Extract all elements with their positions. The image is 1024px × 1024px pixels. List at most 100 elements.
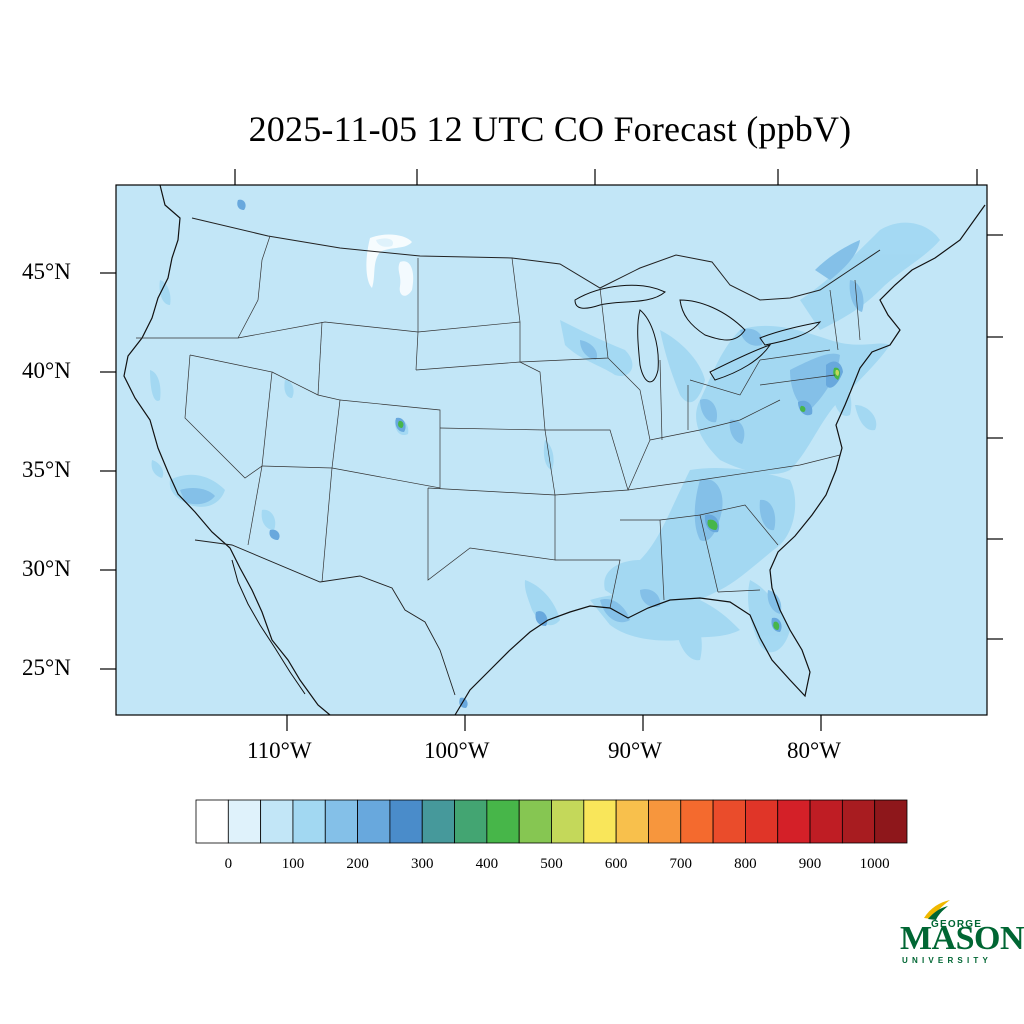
co-region <box>580 340 598 360</box>
logo-george: GEORGE <box>931 919 983 930</box>
colorbar-swatch <box>712 799 746 844</box>
great-lake <box>759 321 822 346</box>
state-border <box>759 349 831 361</box>
map-frame <box>115 184 988 716</box>
lat-label-45n: 45°N <box>22 259 71 284</box>
colorbar-swatch <box>454 799 488 844</box>
colorbar-swatch <box>745 799 779 844</box>
colorbar-swatch <box>518 799 552 844</box>
map-title: 2025-11-05 12 UTC CO Forecast (ppbV) <box>248 109 852 149</box>
co-region <box>640 589 661 608</box>
colorbar-swatch <box>421 799 455 844</box>
lat-label-40n: 40°N <box>22 358 71 383</box>
state-border <box>237 235 271 339</box>
logo-swoosh-icon <box>924 900 950 920</box>
colorbar <box>195 799 908 844</box>
colorbar-swatch <box>874 799 908 844</box>
colorbar-tick-label: 700 <box>669 856 693 872</box>
co-region <box>524 580 560 626</box>
state-border <box>331 399 441 489</box>
state-border <box>321 467 333 583</box>
co-field <box>123 185 986 715</box>
colorbar-swatch <box>583 799 617 844</box>
colorbar-tick-label: 500 <box>540 856 563 872</box>
co-region <box>773 621 780 630</box>
lat-label-35n: 35°N <box>22 457 71 482</box>
left-ticks <box>100 272 116 670</box>
co-region <box>696 325 890 475</box>
co-region <box>560 320 633 376</box>
state-border <box>184 354 273 479</box>
colorbar-swatch <box>841 799 876 844</box>
co-region <box>800 405 806 412</box>
co-region <box>151 460 164 478</box>
colorbar-tick-label: 800 <box>734 856 757 872</box>
co-region <box>815 240 860 280</box>
colorbar-swatch <box>615 799 649 844</box>
co-region <box>835 369 840 376</box>
lat-label-30n: 30°N <box>22 556 71 581</box>
coastline <box>231 559 306 695</box>
state-border <box>545 429 629 496</box>
co-region <box>604 468 796 615</box>
colorbar-swatch <box>809 799 843 844</box>
colorbar-tick-label: 900 <box>798 856 822 872</box>
state-border <box>854 279 861 341</box>
logo-mason: MASON <box>900 920 1024 957</box>
state-border <box>511 257 521 362</box>
colorbar-swatch <box>260 799 294 844</box>
colorbar-tick-label: 300 <box>410 856 434 872</box>
lon-label-100w: 100°W <box>424 738 490 763</box>
co-region <box>237 199 246 210</box>
colorbar-tick-label: 400 <box>475 856 499 872</box>
state-border <box>415 258 419 371</box>
coastline <box>123 185 331 715</box>
bottom-ticks <box>286 715 822 731</box>
co-region <box>759 499 776 531</box>
great-lake <box>709 344 772 381</box>
state-border <box>427 487 556 581</box>
state-border <box>247 465 263 546</box>
state-border <box>317 321 323 396</box>
state-border <box>136 321 521 339</box>
state-border <box>699 504 779 546</box>
coastline <box>454 204 986 715</box>
colorbar-tick-label: 0 <box>224 856 233 872</box>
co-region <box>767 590 782 614</box>
co-region <box>830 379 852 416</box>
co-region <box>261 509 276 530</box>
colorbar-swatch <box>486 799 520 844</box>
great-lake <box>637 309 659 383</box>
state-border <box>759 374 836 386</box>
great-lake <box>574 284 666 309</box>
state-border <box>627 454 841 491</box>
logo-university: UNIVERSITY <box>902 956 993 965</box>
colorbar-swatch <box>227 799 262 844</box>
co-region <box>590 594 740 641</box>
state-border <box>607 357 651 491</box>
co-region <box>800 222 940 330</box>
colorbar-tick-label: 100 <box>281 856 305 872</box>
state-border <box>415 361 546 431</box>
state-border <box>689 359 761 396</box>
low-co-patch <box>366 234 412 288</box>
border <box>191 217 881 301</box>
right-ticks <box>987 234 1003 640</box>
lat-label-25n: 25°N <box>22 655 71 680</box>
co-region <box>676 610 702 661</box>
co-region <box>284 380 294 398</box>
co-region <box>855 405 877 431</box>
state-border <box>829 289 839 351</box>
co-region <box>398 420 404 428</box>
co-region <box>700 399 718 423</box>
lon-label-110w: 110°W <box>247 738 312 763</box>
co-region <box>740 328 763 346</box>
state-border <box>659 359 663 441</box>
co-region <box>180 488 215 505</box>
lon-label-80w: 80°W <box>787 738 841 763</box>
co-region <box>150 370 161 401</box>
border <box>194 539 456 696</box>
colorbar-tick-label: 600 <box>604 856 628 872</box>
colorbar-swatch <box>648 799 682 844</box>
